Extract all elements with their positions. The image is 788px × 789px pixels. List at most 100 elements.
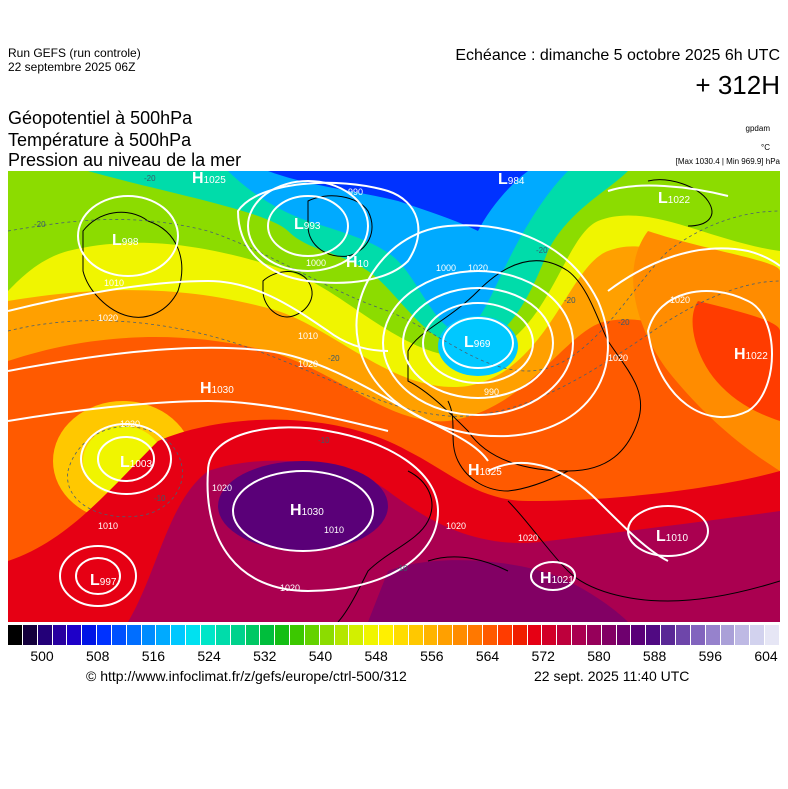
credit-url: © http://www.infoclimat.fr/z/gefs/europe… (86, 668, 407, 684)
color-swatch (8, 625, 23, 645)
pressure-center: H10 (346, 254, 369, 271)
color-swatch (631, 625, 647, 645)
color-swatch (661, 625, 676, 645)
color-swatch (646, 625, 662, 645)
color-swatch (720, 625, 736, 645)
isobar-label: 1010 (298, 331, 318, 341)
color-swatch (126, 625, 142, 645)
isobar-label: 1020 (98, 313, 118, 323)
color-swatch (675, 625, 691, 645)
isobar-label: 1020 (608, 353, 628, 363)
isobar-label: 1020 (518, 533, 538, 543)
coastline (427, 556, 509, 572)
color-swatch (364, 625, 380, 645)
isobar-label: 1000 (436, 263, 456, 273)
pressure-center: L1022 (658, 190, 690, 207)
field-band (218, 461, 388, 551)
color-swatch (275, 625, 291, 645)
color-swatch (765, 625, 780, 645)
color-scale-tick: 532 (253, 648, 277, 664)
field-temperature: Température à 500hPa (8, 130, 192, 150)
color-swatch (379, 625, 394, 645)
color-swatch (557, 625, 573, 645)
isobar (402, 287, 554, 399)
isobar (422, 302, 534, 384)
color-scale-tick: 508 (86, 648, 110, 664)
field-band (438, 316, 518, 376)
color-swatch (200, 625, 216, 645)
color-swatch (468, 625, 483, 645)
isobar-label: 1020 (280, 583, 300, 593)
isotherm-label: -20 (618, 318, 630, 327)
field-pressure: Pression au niveau de la mer (8, 150, 242, 170)
isobar (607, 184, 729, 197)
pressure-center: L993 (294, 216, 321, 233)
color-scale-tick: 596 (698, 648, 722, 664)
unit-temperature: °C (761, 143, 770, 152)
isobar-label: 1020 (446, 521, 466, 531)
color-scale-tick: 524 (197, 648, 221, 664)
lead-time: + 312H (695, 70, 780, 100)
color-scale (8, 625, 780, 645)
isobar (75, 557, 121, 595)
color-swatch (408, 625, 424, 645)
color-scale-tick: 500 (30, 648, 54, 664)
color-swatch (705, 625, 721, 645)
weather-map: H1025 L998 L993 H10 L984 L1022 L969 H103… (8, 171, 780, 622)
pressure-center: H1025 (192, 171, 226, 187)
isobar (267, 195, 349, 257)
generated-time: 22 sept. 2025 11:40 UTC (534, 668, 690, 684)
color-swatch (616, 625, 632, 645)
isotherm-label: -10 (318, 436, 330, 445)
coastline (337, 470, 433, 622)
pressure-center: H1022 (734, 346, 768, 363)
coastline (82, 211, 183, 318)
color-swatch (542, 625, 558, 645)
unit-geopotential: gpdam (745, 124, 770, 133)
color-swatch (586, 625, 602, 645)
color-scale-ticks: 500 508 516 524 532 540 548 556 564 572 580 588 596 6… (8, 648, 780, 666)
pressure-center: L997 (90, 572, 117, 589)
color-swatch (735, 625, 751, 645)
pressure-center: H1021 (540, 570, 574, 587)
isobar (8, 279, 389, 352)
forecast-time: Echéance : dimanche 5 octobre 2025 6h UT… (455, 47, 780, 64)
isobar-label: 1010 (104, 278, 124, 288)
color-swatch (483, 625, 498, 645)
isobar (530, 561, 576, 591)
pressure-center: L998 (112, 232, 139, 249)
color-swatch (245, 625, 261, 645)
color-swatch (601, 625, 617, 645)
pressure-center: H1030 (200, 380, 234, 397)
isobar-label: 1020 (298, 359, 318, 369)
isotherm-label: -20 (34, 220, 46, 229)
field-band (692, 301, 780, 421)
isobar-label: 990 (348, 187, 363, 197)
coastline (262, 271, 313, 318)
run-date: 22 septembre 2025 06Z (8, 60, 136, 74)
color-scale-tick: 540 (308, 648, 333, 664)
color-swatch (690, 625, 706, 645)
isotherm-label: -20 (536, 246, 548, 255)
isobar (442, 317, 514, 369)
color-swatch (334, 625, 350, 645)
isobar (232, 470, 374, 552)
color-swatch (750, 625, 766, 645)
color-scale-tick: 564 (475, 648, 500, 664)
pressure-center: L969 (464, 334, 491, 351)
isobar (355, 224, 609, 438)
isobar (97, 436, 155, 482)
isotherm-label: -10 (396, 564, 408, 573)
isobar (236, 181, 420, 284)
isobar (607, 247, 780, 292)
coastline (647, 179, 713, 227)
isotherm (8, 280, 780, 417)
color-swatch (527, 625, 543, 645)
pressure-center: L984 (498, 171, 525, 188)
color-scale-tick: 516 (141, 648, 166, 664)
color-swatch (393, 625, 409, 645)
color-swatch (453, 625, 469, 645)
color-swatch (230, 625, 246, 645)
color-swatch (141, 625, 157, 645)
isobar-label: 990 (484, 387, 499, 397)
